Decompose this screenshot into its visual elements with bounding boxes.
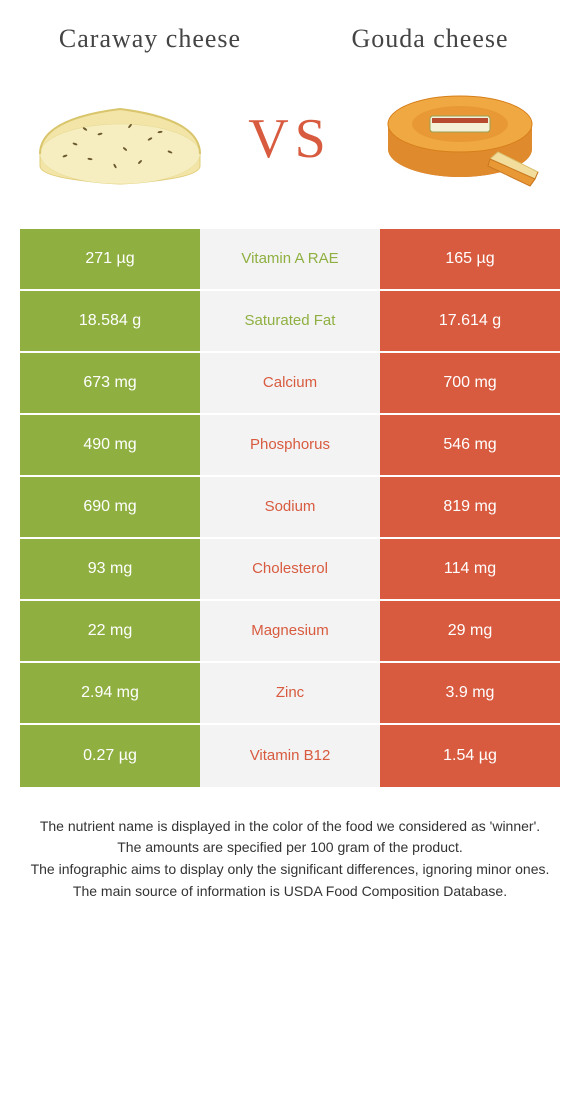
left-value: 2.94 mg (20, 663, 200, 725)
nutrient-label: Phosphorus (200, 415, 380, 477)
right-value: 29 mg (380, 601, 560, 663)
hero-row: VS (0, 64, 580, 229)
right-value: 1.54 µg (380, 725, 560, 787)
gouda-cheese-image (360, 69, 560, 209)
footer-line-2: The amounts are specified per 100 gram o… (20, 838, 560, 858)
left-value: 18.584 g (20, 291, 200, 353)
nutrient-label: Saturated Fat (200, 291, 380, 353)
footer-line-3: The infographic aims to display only the… (20, 860, 560, 880)
nutrition-row: 93 mgCholesterol114 mg (20, 539, 560, 601)
nutrition-row: 22 mgMagnesium29 mg (20, 601, 560, 663)
right-food-title: Gouda cheese (330, 24, 530, 54)
nutrient-label: Cholesterol (200, 539, 380, 601)
nutrition-row: 490 mgPhosphorus546 mg (20, 415, 560, 477)
nutrition-row: 673 mgCalcium700 mg (20, 353, 560, 415)
right-value: 17.614 g (380, 291, 560, 353)
nutrition-row: 0.27 µgVitamin B121.54 µg (20, 725, 560, 787)
right-value: 3.9 mg (380, 663, 560, 725)
footer-line-4: The main source of information is USDA F… (20, 882, 560, 902)
nutrient-label: Vitamin A RAE (200, 229, 380, 291)
nutrient-label: Zinc (200, 663, 380, 725)
nutrition-row: 2.94 mgZinc3.9 mg (20, 663, 560, 725)
left-value: 0.27 µg (20, 725, 200, 787)
left-value: 673 mg (20, 353, 200, 415)
right-value: 114 mg (380, 539, 560, 601)
nutrient-label: Magnesium (200, 601, 380, 663)
left-value: 22 mg (20, 601, 200, 663)
left-value: 271 µg (20, 229, 200, 291)
nutrition-row: 271 µgVitamin A RAE165 µg (20, 229, 560, 291)
left-food-title: Caraway cheese (50, 24, 250, 54)
left-value: 490 mg (20, 415, 200, 477)
left-value: 93 mg (20, 539, 200, 601)
right-value: 819 mg (380, 477, 560, 539)
nutrient-label: Vitamin B12 (200, 725, 380, 787)
nutrition-table: 271 µgVitamin A RAE165 µg18.584 gSaturat… (0, 229, 580, 787)
caraway-cheese-image (20, 69, 220, 209)
right-value: 165 µg (380, 229, 560, 291)
vs-label: VS (248, 107, 332, 171)
right-value: 700 mg (380, 353, 560, 415)
left-value: 690 mg (20, 477, 200, 539)
nutrient-label: Calcium (200, 353, 380, 415)
nutrition-row: 690 mgSodium819 mg (20, 477, 560, 539)
footer-line-1: The nutrient name is displayed in the co… (20, 817, 560, 837)
nutrition-row: 18.584 gSaturated Fat17.614 g (20, 291, 560, 353)
nutrient-label: Sodium (200, 477, 380, 539)
header: Caraway cheese Gouda cheese (0, 0, 580, 64)
footer-notes: The nutrient name is displayed in the co… (0, 787, 580, 901)
right-value: 546 mg (380, 415, 560, 477)
